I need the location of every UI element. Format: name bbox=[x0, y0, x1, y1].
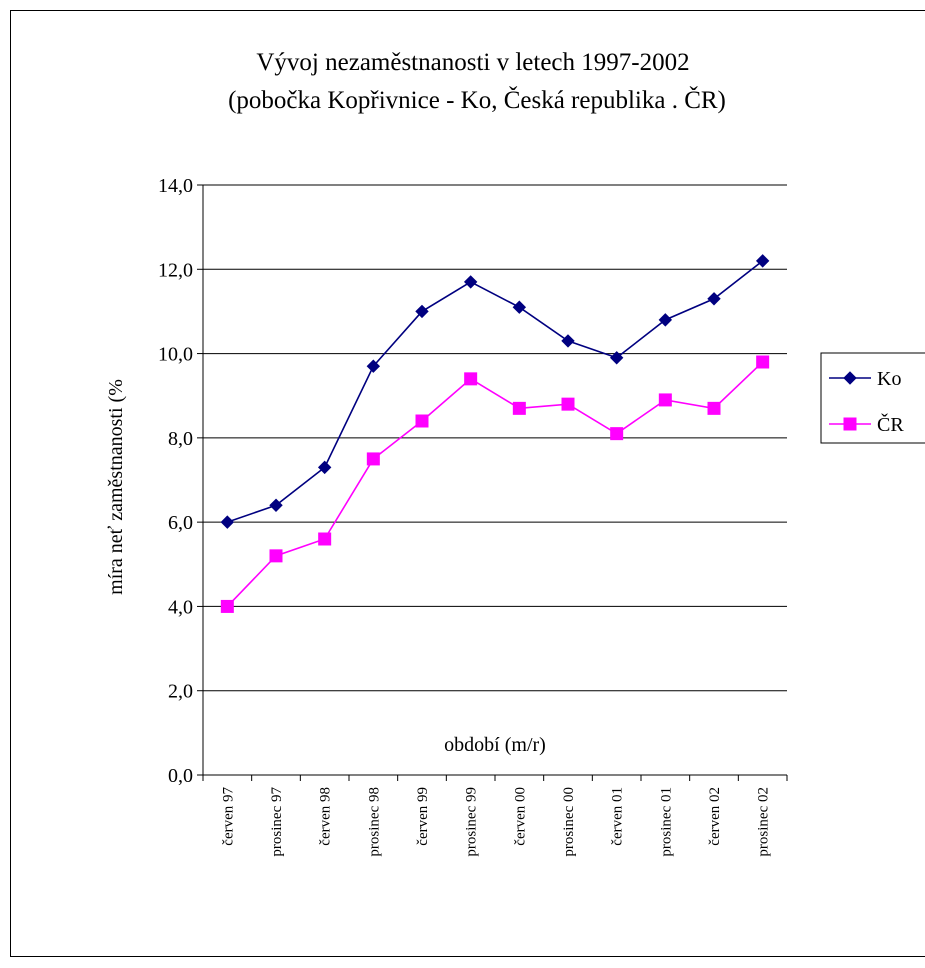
legend-marker bbox=[843, 371, 857, 385]
y-tick-label: 12,0 bbox=[158, 259, 193, 281]
y-tick-label: 6,0 bbox=[168, 512, 193, 534]
data-point bbox=[561, 397, 575, 411]
x-tick-label: prosinec 97 bbox=[269, 787, 285, 857]
x-tick-label: prosinec 99 bbox=[464, 787, 480, 857]
series-layer bbox=[220, 254, 770, 613]
data-point bbox=[269, 498, 283, 512]
x-tick-label: červen 01 bbox=[610, 787, 626, 846]
legend-box bbox=[820, 352, 925, 444]
y-tick-label: 4,0 bbox=[168, 596, 193, 618]
data-point bbox=[317, 460, 332, 475]
data-point bbox=[756, 355, 770, 369]
y-tick-label: 10,0 bbox=[158, 344, 193, 366]
data-point bbox=[658, 313, 673, 327]
data-point bbox=[707, 401, 721, 415]
data-point bbox=[415, 304, 429, 319]
y-tick-labels: 0,0 2,0 4,0 6,0 8,0 10,0 12,0 14,0 bbox=[158, 175, 193, 787]
series-line-ČR bbox=[226, 361, 764, 607]
gridlines bbox=[203, 184, 787, 692]
data-point bbox=[366, 359, 381, 373]
series-line-Ko bbox=[227, 260, 764, 523]
y-tick-label: 2,0 bbox=[168, 681, 193, 703]
chart-frame: Vývoj nezaměstnanosti v letech 1997-2002… bbox=[10, 10, 925, 957]
chart-subtitle: (pobočka Kopřivnice - Ko, Česká republik… bbox=[228, 86, 726, 114]
chart-title: Vývoj nezaměstnanosti v letech 1997-2002 bbox=[256, 49, 689, 76]
x-tick-label: červen 00 bbox=[512, 787, 528, 846]
y-tick-label: 8,0 bbox=[168, 428, 193, 450]
data-point bbox=[415, 414, 429, 428]
legend-marker bbox=[843, 417, 857, 431]
x-axis-label: období (m/r) bbox=[444, 734, 546, 756]
x-tick-label: prosinec 02 bbox=[756, 787, 772, 857]
data-point bbox=[561, 334, 575, 348]
legend-label: Ko bbox=[877, 368, 901, 390]
y-tick-label: 0,0 bbox=[168, 765, 193, 787]
data-point bbox=[269, 549, 283, 563]
x-tick-label: prosinec 00 bbox=[561, 787, 577, 857]
line-chart: Vývoj nezaměstnanosti v letech 1997-2002… bbox=[105, 49, 925, 857]
y-axis-label: míra neť zaměstnanosti (% bbox=[105, 379, 127, 595]
data-point bbox=[512, 300, 527, 314]
y-tick-label: 14,0 bbox=[158, 175, 193, 197]
data-point bbox=[464, 372, 478, 386]
legend-label: ČR bbox=[877, 412, 904, 436]
data-point bbox=[512, 401, 526, 415]
data-point bbox=[366, 452, 380, 466]
data-point bbox=[610, 427, 624, 441]
x-tick-label: červen 02 bbox=[707, 787, 723, 846]
x-tick-label: červen 97 bbox=[220, 787, 236, 846]
axes bbox=[197, 184, 788, 781]
data-point bbox=[318, 532, 332, 546]
x-tick-label: červen 99 bbox=[415, 787, 431, 846]
data-point bbox=[755, 254, 770, 268]
data-point bbox=[220, 599, 234, 613]
data-point bbox=[463, 275, 478, 289]
data-point bbox=[220, 515, 235, 529]
legend: Ko ČR bbox=[820, 352, 925, 444]
data-point bbox=[658, 393, 672, 407]
x-tick-labels: červen 97 prosinec 97 červen 98 prosinec 98… bbox=[220, 787, 771, 857]
x-tick-label: červen 98 bbox=[318, 787, 334, 846]
x-tick-label: prosinec 01 bbox=[658, 787, 674, 857]
data-point bbox=[707, 292, 721, 306]
x-tick-label: prosinec 98 bbox=[366, 787, 382, 857]
data-point bbox=[609, 351, 624, 365]
